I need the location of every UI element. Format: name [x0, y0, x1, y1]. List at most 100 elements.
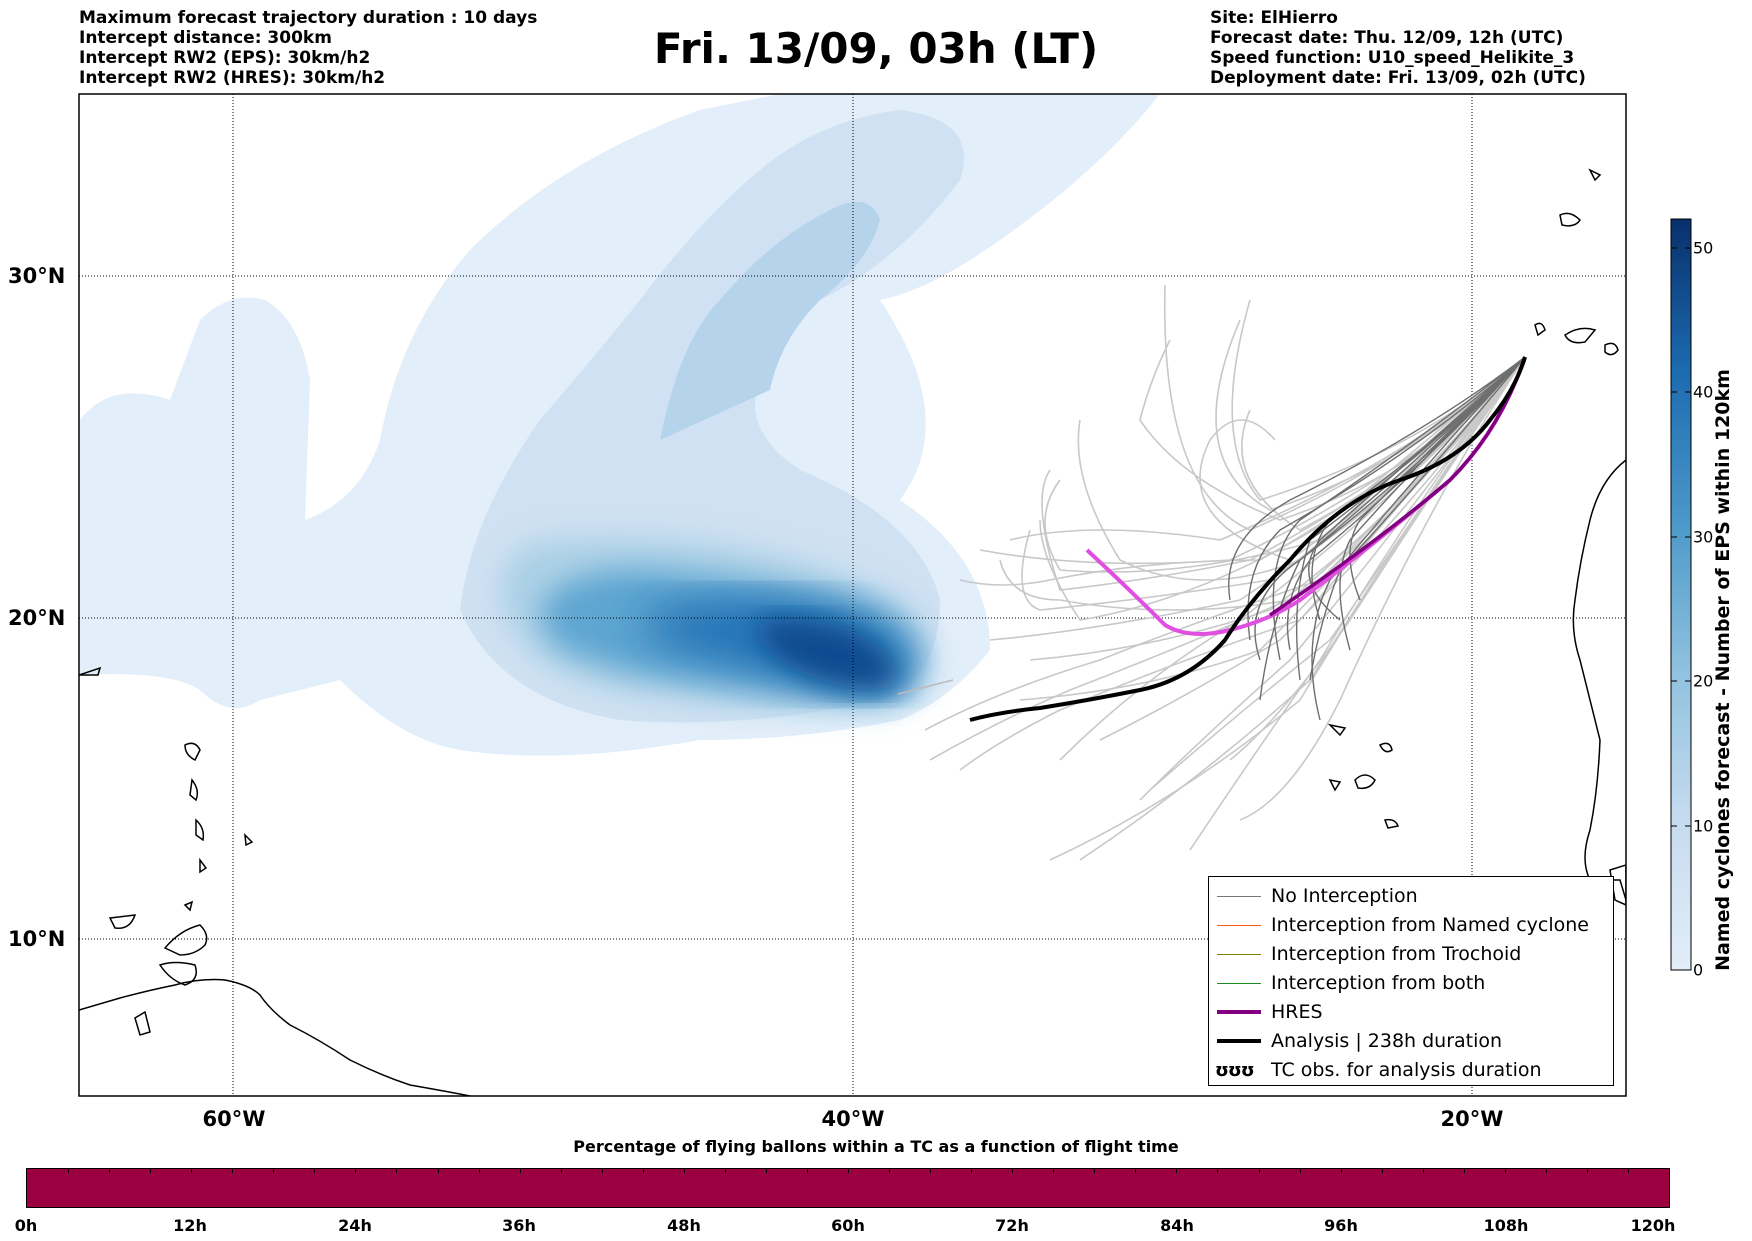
timebar-minor-tick: [765, 1169, 767, 1173]
colorbar-tick: 10: [1693, 816, 1714, 836]
timebar-minor-tick: [560, 1169, 562, 1173]
hres-track-dark: [1269, 356, 1527, 617]
timebar-minor-tick: [191, 1169, 193, 1173]
legend-swatch: [1217, 896, 1261, 897]
timebar-minor-tick: [273, 1169, 275, 1173]
legend-swatch: [1217, 1039, 1261, 1043]
legend-swatch: [1217, 954, 1261, 955]
short-track: [897, 679, 954, 695]
timebar-minor-tick: [1545, 1169, 1547, 1173]
timebar-minor-tick: [683, 1169, 685, 1173]
timebar-tick: 24h: [338, 1216, 372, 1235]
timebar-tick: 60h: [831, 1216, 865, 1235]
timebar-tick: 120h: [1630, 1216, 1676, 1235]
timebar-minor-tick: [1299, 1169, 1301, 1173]
lon-label-60w: 60°W: [202, 1107, 266, 1131]
legend: No Interception Interception from Named …: [1208, 876, 1614, 1086]
timebar-minor-tick: [478, 1169, 480, 1173]
timebar-minor-tick: [232, 1169, 234, 1173]
tc-symbol-icon: ʊʊʊ: [1215, 1060, 1255, 1081]
timebar-tick: 96h: [1324, 1216, 1358, 1235]
timebar: [26, 1168, 1670, 1208]
colorbar-tick: 50: [1693, 238, 1714, 258]
timebar-minor-tick: [1381, 1169, 1383, 1173]
legend-item-hres: HRES: [1209, 998, 1613, 1027]
timebar-tick: 0h: [14, 1216, 38, 1235]
timebar-minor-tick: [68, 1169, 70, 1173]
timebar-minor-tick: [109, 1169, 111, 1173]
timebar-minor-tick: [971, 1169, 973, 1173]
deployment-date-text: Deployment date: Fri. 13/09, 02h (UTC): [1210, 68, 1586, 88]
density-field: [80, 94, 1160, 756]
timebar-minor-tick: [355, 1169, 357, 1173]
legend-swatch: [1217, 983, 1261, 984]
timebar-tick: 12h: [173, 1216, 207, 1235]
timebar-minor-tick: [1176, 1169, 1178, 1173]
colorbar-tick: 30: [1693, 527, 1714, 547]
intercept-eps-text: Intercept RW2 (EPS): 30km/h2: [79, 48, 371, 68]
forecast-date-text: Forecast date: Thu. 12/09, 12h (UTC): [1210, 28, 1564, 48]
colorbar: [1670, 218, 1692, 971]
timebar-tick: 72h: [995, 1216, 1029, 1235]
timebar-tick: 84h: [1160, 1216, 1194, 1235]
legend-swatch: [1217, 1010, 1261, 1014]
colorbar-tick: 20: [1693, 671, 1714, 691]
legend-item-named-cyclone: Interception from Named cyclone: [1209, 911, 1613, 940]
site-info: Site: ElHierro Forecast date: Thu. 12/09…: [1210, 8, 1586, 88]
speed-function-text: Speed function: U10_speed_Helikite_3: [1210, 48, 1575, 68]
timebar-minor-tick: [848, 1169, 849, 1173]
colorbar-tick: 40: [1693, 382, 1714, 402]
lon-label-20w: 20°W: [1440, 1107, 1504, 1131]
legend-swatch: [1217, 925, 1261, 926]
site-text: Site: ElHierro: [1210, 8, 1338, 28]
timebar-minor-tick: [1504, 1169, 1506, 1173]
analysis-track: [969, 356, 1527, 722]
ensemble-tracks-dark: [1228, 356, 1526, 721]
legend-label: TC obs. for analysis duration: [1271, 1059, 1542, 1081]
timebar-minor-tick: [724, 1169, 726, 1173]
timebar-tick: 36h: [502, 1216, 536, 1235]
map-frame: [78, 93, 1627, 1097]
legend-item-both: Interception from both: [1209, 969, 1613, 998]
timebar-minor-tick: [1627, 1169, 1629, 1173]
colorbar-tick: 0: [1693, 960, 1704, 980]
timebar-minor-tick: [1053, 1169, 1055, 1173]
legend-label: No Interception: [1271, 885, 1418, 907]
timebar-minor-tick: [396, 1169, 398, 1173]
timebar-minor-tick: [1422, 1169, 1424, 1173]
timebar-minor-tick: [1094, 1169, 1096, 1173]
legend-label: Interception from Trochoid: [1271, 943, 1522, 965]
ensemble-tracks-light: [924, 284, 1526, 861]
colorbar-label: Named cyclones forecast - Number of EPS …: [1712, 369, 1734, 971]
timebar-minor-tick: [437, 1169, 439, 1173]
timebar-minor-tick: [642, 1169, 644, 1173]
timebar-minor-tick: [519, 1169, 521, 1173]
timebar-minor-tick: [930, 1169, 932, 1173]
legend-item-trochoid: Interception from Trochoid: [1209, 940, 1613, 969]
legend-label: Interception from Named cyclone: [1271, 914, 1589, 936]
timebar-title: Percentage of flying ballons within a TC…: [573, 1137, 1179, 1156]
legend-label: HRES: [1271, 1001, 1323, 1023]
lat-label-20n: 20°N: [8, 606, 66, 630]
timebar-minor-tick: [889, 1169, 891, 1173]
timebar-minor-tick: [1586, 1169, 1588, 1173]
timebar-minor-tick: [1258, 1169, 1260, 1173]
timebar-minor-tick: [1217, 1169, 1219, 1173]
lat-label-10n: 10°N: [8, 927, 66, 951]
lon-label-40w: 40°W: [821, 1107, 885, 1131]
map-area: [79, 94, 1626, 1096]
timebar-minor-tick: [601, 1169, 603, 1173]
timebar-minor-tick: [1012, 1169, 1014, 1173]
timebar-tick: 48h: [667, 1216, 701, 1235]
timebar-minor-tick: [1340, 1169, 1342, 1173]
legend-label: Analysis | 238h duration: [1271, 1030, 1503, 1052]
timebar-minor-tick: [1135, 1169, 1137, 1173]
max-duration-text: Maximum forecast trajectory duration : 1…: [79, 8, 538, 28]
timebar-minor-tick: [314, 1169, 316, 1173]
legend-label: Interception from both: [1271, 972, 1486, 994]
intercept-hres-text: Intercept RW2 (HRES): 30km/h2: [79, 68, 386, 88]
legend-item-no-interception: No Interception: [1209, 882, 1613, 911]
lat-label-30n: 30°N: [8, 264, 66, 288]
intercept-distance-text: Intercept distance: 300km: [79, 28, 332, 48]
